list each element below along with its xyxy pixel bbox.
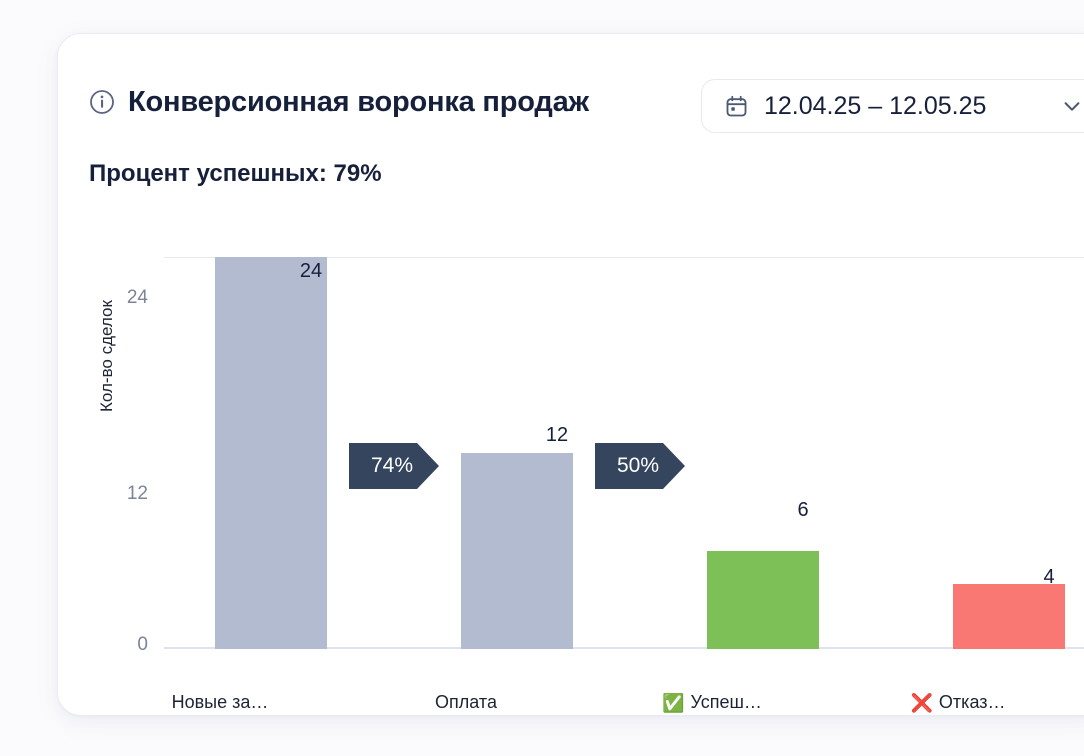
bar-new-requests[interactable]	[215, 257, 327, 649]
x-label-payment-text: Оплата	[435, 692, 497, 712]
gridline-top	[164, 257, 1084, 258]
date-range-value: 12.04.25 – 12.05.25	[764, 91, 987, 120]
plot-area	[164, 257, 1084, 649]
card-header: Конверсионная воронка продаж 12.04.25 – …	[89, 72, 1084, 133]
title-group: Конверсионная воронка продаж	[89, 72, 589, 132]
conversion-badge-74: 74%	[349, 443, 439, 489]
y-tick-12: 12	[126, 483, 148, 504]
x-label-success: ✅ Успеш…	[627, 692, 797, 713]
x-label-success-text: Успеш…	[690, 692, 762, 712]
chevron-down-icon[interactable]	[1061, 95, 1083, 117]
bar-value-payment: 12	[545, 424, 569, 446]
cross-mark-icon: ❌	[910, 692, 933, 713]
check-mark-icon: ✅	[662, 692, 685, 713]
conversion-badge-50-label: 50%	[617, 454, 660, 477]
funnel-chart-card: Конверсионная воронка продаж 12.04.25 – …	[57, 33, 1084, 716]
bar-refusal[interactable]	[953, 584, 1065, 649]
x-label-refusal: ❌ Отказ…	[873, 692, 1043, 713]
date-range-picker[interactable]: 12.04.25 – 12.05.25	[701, 79, 1084, 133]
conversion-badge-50: 50%	[595, 443, 685, 489]
x-label-payment: Оплата	[381, 692, 551, 713]
calendar-icon	[725, 95, 748, 118]
x-label-new-requests-text: Новые за…	[171, 692, 269, 712]
funnel-bar-chart: Кол-во сделок 24 12 0 24 12 6 4	[58, 34, 1084, 717]
y-tick-24: 24	[126, 287, 148, 308]
x-label-new-requests: Новые за…	[135, 692, 305, 713]
y-axis-label: Кол-во сделок	[97, 300, 116, 412]
conversion-badge-74-label: 74%	[371, 454, 414, 477]
bar-value-success: 6	[797, 499, 809, 521]
y-tick-0: 0	[137, 634, 148, 655]
bar-value-new-requests: 24	[299, 260, 323, 282]
page-title: Конверсионная воронка продаж	[128, 85, 589, 118]
x-axis-baseline	[164, 647, 1084, 649]
info-circle-icon[interactable]	[89, 89, 115, 115]
success-rate-subtitle: Процент успешных: 79%	[89, 160, 382, 187]
bar-success[interactable]	[707, 551, 819, 649]
bars-layer	[164, 257, 1084, 649]
x-label-refusal-text: Отказ…	[938, 692, 1006, 712]
bar-payment[interactable]	[461, 453, 573, 649]
bar-value-refusal: 4	[1043, 566, 1055, 588]
